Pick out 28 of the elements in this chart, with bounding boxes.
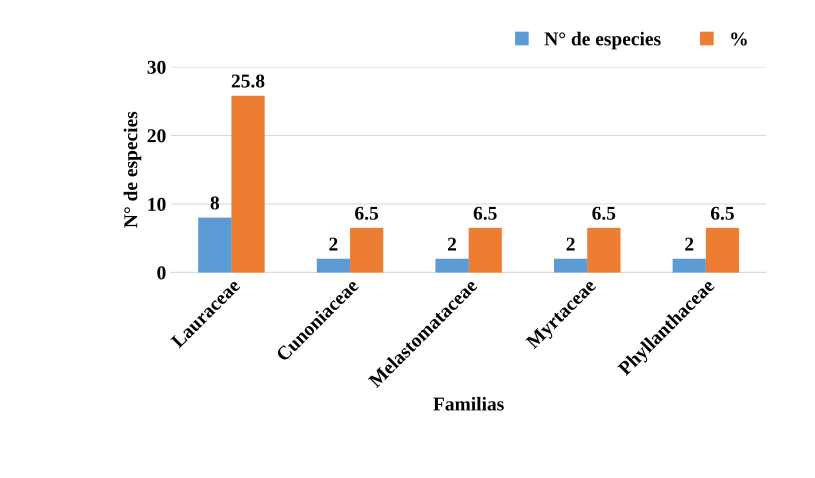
bar — [231, 96, 265, 272]
bar — [350, 228, 384, 272]
data-label: 25.8 — [232, 74, 264, 88]
y-tick-label: 20 — [148, 129, 166, 142]
data-label: 2 — [329, 238, 338, 250]
bar — [468, 228, 502, 272]
data-label: 6.5 — [474, 206, 497, 220]
data-label: 6.5 — [355, 206, 378, 220]
bar — [554, 258, 588, 272]
data-label: 2 — [566, 238, 575, 250]
bar — [198, 218, 232, 272]
data-label: 2 — [685, 238, 694, 250]
data-label: 2 — [448, 238, 456, 250]
y-tick-label: 10 — [148, 198, 166, 211]
bar — [316, 258, 350, 272]
data-label: 8 — [210, 196, 220, 210]
y-tick-label: 30 — [148, 60, 166, 74]
y-axis-title: N° de especies — [124, 112, 142, 228]
data-label: 6.5 — [592, 206, 616, 220]
bar — [435, 258, 469, 272]
data-label: 6.5 — [710, 206, 734, 220]
legend-label: N° de especies — [544, 32, 661, 50]
bar — [587, 228, 620, 272]
y-tick-label: 0 — [157, 266, 166, 280]
legend-label: % — [731, 32, 747, 46]
bar — [672, 258, 706, 272]
x-axis-title: Familias — [433, 396, 504, 411]
bar — [706, 228, 740, 272]
